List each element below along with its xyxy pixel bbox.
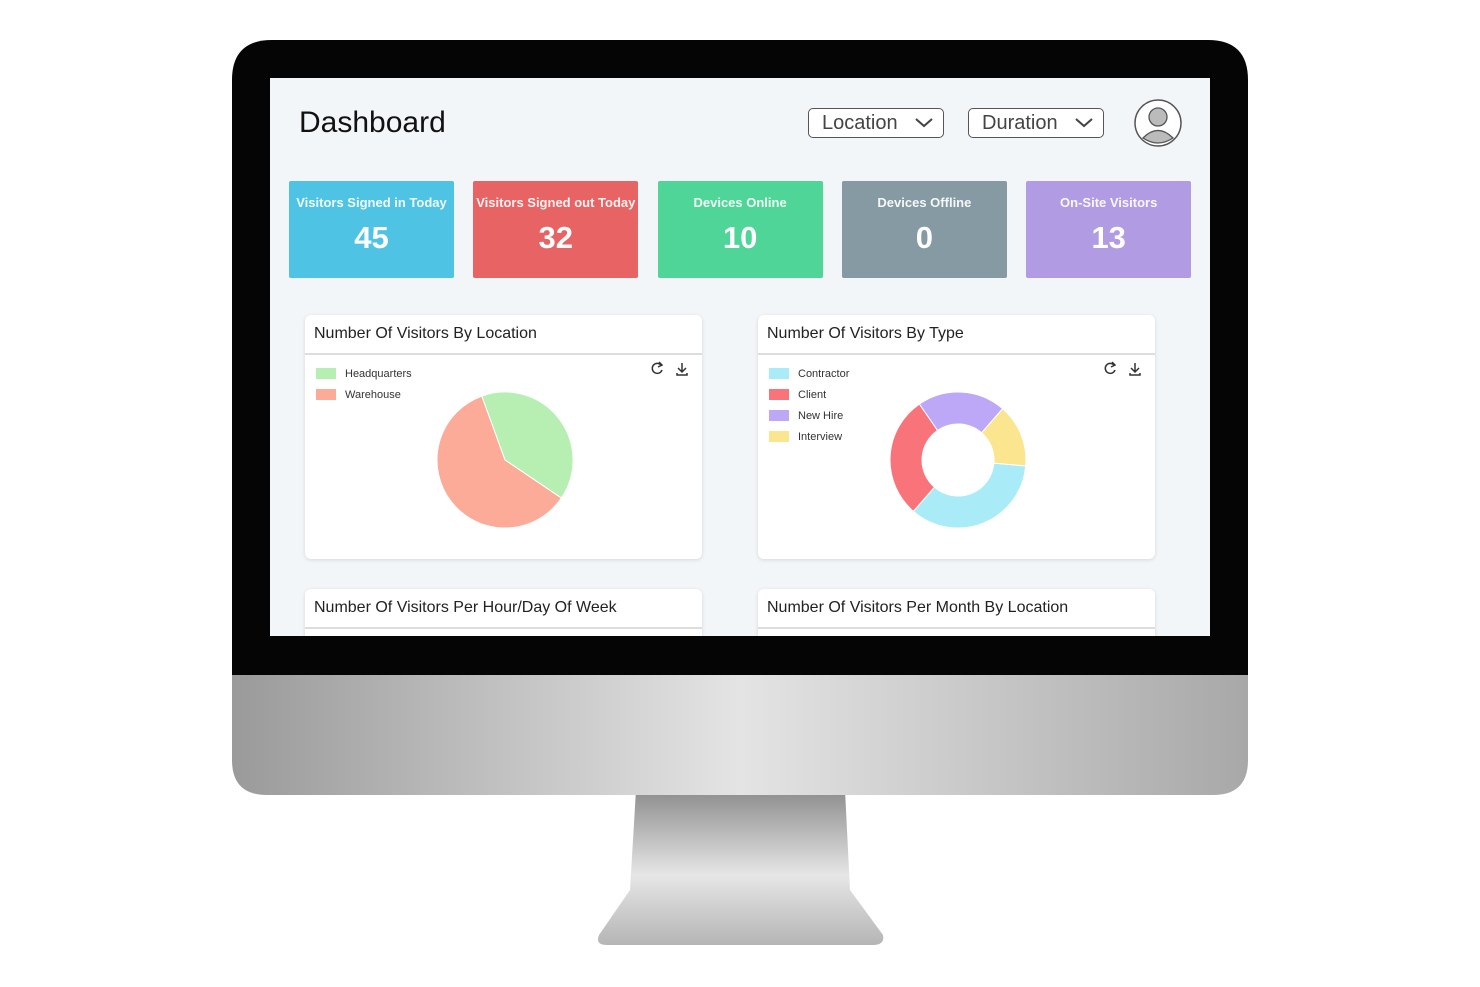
chart-panel: Number Of Visitors By Type Contractor Clie… xyxy=(758,315,1155,559)
panel-title: Number Of Visitors By Type xyxy=(767,325,964,342)
stat-value: 13 xyxy=(1091,220,1126,255)
legend-label: Interview xyxy=(798,430,843,443)
stat-label: Visitors Signed in Today xyxy=(296,195,447,210)
legend-swatch xyxy=(769,368,789,379)
stat-value: 32 xyxy=(538,220,574,255)
legend-label: Headquarters xyxy=(345,367,412,380)
stat-card: Visitors Signed out Today 32 xyxy=(473,181,639,278)
stat-label: Visitors Signed out Today xyxy=(476,195,636,210)
chevron xyxy=(1075,118,1093,128)
legend-item: Headquarters xyxy=(316,363,412,384)
divider xyxy=(305,353,702,355)
stat-card: Devices Offline 0 xyxy=(841,181,1007,278)
pie-slice xyxy=(912,462,1027,529)
legend: Headquarters Warehouse xyxy=(316,363,412,405)
legend-item: New Hire xyxy=(769,405,849,426)
page-title: Dashboard xyxy=(299,106,446,139)
filter-label: Location xyxy=(822,112,898,134)
legend-item: Client xyxy=(769,384,849,405)
divider xyxy=(758,627,1155,629)
duration-filter[interactable]: Duration xyxy=(968,108,1104,138)
toolbar xyxy=(1104,361,1141,376)
chart-panel: Number Of Visitors Per Month By Location xyxy=(758,589,1155,636)
legend-swatch xyxy=(316,389,336,400)
legend-item: Contractor xyxy=(769,363,849,384)
pie-chart xyxy=(436,391,574,529)
legend-label: Contractor xyxy=(798,367,850,380)
chart-panel: Number Of Visitors By Location Headquarte… xyxy=(305,315,702,559)
pie-slice xyxy=(889,403,939,513)
panel-title: Number Of Visitors Per Hour/Day Of Week xyxy=(314,599,617,616)
stat-card: On-Site Visitors 13 xyxy=(1026,181,1192,278)
legend-item: Interview xyxy=(769,426,849,447)
location-filter[interactable]: Location xyxy=(808,108,944,138)
stat-card: Visitors Signed in Today 45 xyxy=(289,181,454,278)
legend: Contractor Client New Hire Interview xyxy=(769,363,849,447)
stat-label: On-Site Visitors xyxy=(1060,195,1158,210)
legend-swatch xyxy=(316,368,336,379)
stat-value: 0 xyxy=(915,220,934,255)
stat-label: Devices Online xyxy=(693,195,787,210)
panel-title: Number Of Visitors By Location xyxy=(314,325,537,342)
legend-label: New Hire xyxy=(798,409,844,422)
legend-swatch xyxy=(769,410,789,421)
stat-value: 45 xyxy=(354,220,389,255)
filter-label: Duration xyxy=(982,112,1058,134)
stat-card: Devices Online 10 xyxy=(657,181,823,278)
pie-slice xyxy=(436,395,563,529)
stat-value: 10 xyxy=(722,220,758,255)
legend-label: Client xyxy=(798,388,827,401)
divider xyxy=(305,627,702,629)
toolbar xyxy=(651,361,688,376)
divider xyxy=(758,353,1155,355)
chevron xyxy=(915,118,933,128)
legend-label: Warehouse xyxy=(345,388,401,401)
panel-title: Number Of Visitors Per Month By Location xyxy=(767,599,1069,616)
stat-label: Devices Offline xyxy=(877,195,972,210)
avatar[interactable] xyxy=(1133,98,1183,148)
pie-slice xyxy=(481,391,574,499)
legend-item: Warehouse xyxy=(316,384,412,405)
legend-swatch xyxy=(769,431,789,442)
legend-swatch xyxy=(769,389,789,400)
pie-slice xyxy=(980,407,1027,467)
chart-panel: Number Of Visitors Per Hour/Day Of Week xyxy=(305,589,702,636)
pie-chart xyxy=(889,391,1027,529)
screen: Dashboard Location Duration Visitors Sig… xyxy=(270,78,1210,636)
